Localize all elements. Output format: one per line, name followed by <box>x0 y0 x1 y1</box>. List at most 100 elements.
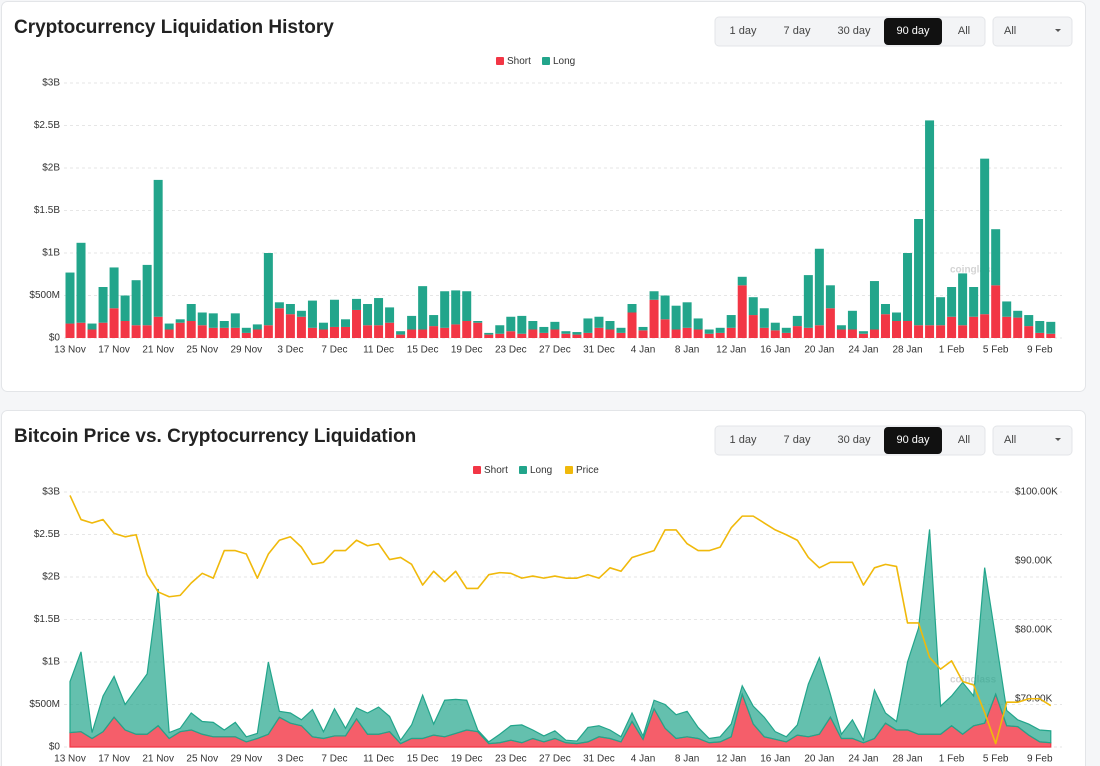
bar-segment <box>869 281 879 330</box>
range-button[interactable]: 30 day <box>837 434 871 446</box>
x-tick-label: 15 Dec <box>407 754 439 765</box>
y-tick-label: $500M <box>29 699 60 710</box>
bar-segment <box>892 312 901 321</box>
bar-segment <box>352 309 362 338</box>
watermark: coinglass <box>950 675 997 686</box>
x-tick-label: 24 Jan <box>848 345 878 356</box>
bar-segment <box>759 308 769 328</box>
bar-segment <box>1046 333 1056 338</box>
select-box[interactable] <box>992 16 1073 47</box>
x-tick-label: 31 Dec <box>583 345 615 356</box>
bar-segment <box>153 316 163 338</box>
bar-segment <box>561 331 571 334</box>
bar-segment <box>814 325 824 338</box>
y-tick-label: $0 <box>49 333 61 344</box>
bar-segment <box>903 253 913 321</box>
select-value[interactable]: All <box>1004 25 1016 37</box>
bar-segment <box>252 329 262 338</box>
bar-segment <box>263 253 273 326</box>
legend-label: Short <box>507 56 531 67</box>
bar-segment <box>76 322 86 338</box>
x-tick-label: 16 Jan <box>760 754 790 765</box>
bar-segment <box>660 295 670 320</box>
bar-segment <box>440 327 450 338</box>
bar-segment <box>914 219 924 326</box>
bar-segment <box>296 316 306 338</box>
x-tick-label: 1 Feb <box>939 754 965 765</box>
bar-segment <box>252 324 262 330</box>
bar-segment <box>1002 316 1012 338</box>
x-tick-label: 25 Nov <box>186 754 218 765</box>
bar-segment <box>947 287 957 317</box>
y-tick-label: $2B <box>42 163 60 174</box>
range-button[interactable]: 1 day <box>730 434 757 446</box>
x-tick-label: 3 Dec <box>277 345 303 356</box>
y-tick-label: $3B <box>42 487 60 498</box>
bar-segment <box>451 324 461 338</box>
range-button[interactable]: 7 day <box>784 434 811 446</box>
bar-segment <box>704 333 714 338</box>
bar-segment <box>517 333 527 338</box>
bar-segment <box>1024 326 1034 338</box>
bar-segment <box>572 334 582 338</box>
bar-segment <box>142 264 152 326</box>
bar-segment <box>528 329 538 338</box>
bar-segment <box>329 326 339 338</box>
range-button[interactable]: 90 day <box>896 25 930 37</box>
x-tick-label: 5 Feb <box>983 345 1009 356</box>
range-button-active[interactable] <box>884 18 942 45</box>
bar-segment <box>903 321 913 338</box>
y-tick-label: $1B <box>42 248 60 259</box>
range-button[interactable]: 30 day <box>837 25 871 37</box>
x-tick-label: 20 Jan <box>804 754 834 765</box>
bar-segment <box>318 329 328 338</box>
bar-segment <box>704 329 714 334</box>
bar-segment <box>737 276 747 286</box>
bar-segment <box>484 334 494 338</box>
bar-segment <box>969 316 979 338</box>
bar-segment <box>142 325 152 338</box>
select-value[interactable]: All <box>1004 434 1016 446</box>
bar-segment <box>274 302 284 309</box>
bar-segment <box>451 290 461 325</box>
legend-label: Short <box>484 465 508 476</box>
bar-segment <box>627 304 637 313</box>
bar-segment <box>858 331 868 334</box>
x-tick-label: 29 Nov <box>230 345 262 356</box>
y-tick-label: $3B <box>42 78 60 89</box>
bar-segment <box>671 329 681 338</box>
bar-segment <box>407 315 417 330</box>
x-tick-label: 1 Feb <box>939 345 965 356</box>
bar-segment <box>572 332 582 335</box>
watermark: coinglass <box>950 265 997 276</box>
range-button[interactable]: 90 day <box>896 434 930 446</box>
bar-segment <box>307 327 317 338</box>
x-tick-label: 4 Jan <box>631 754 655 765</box>
bar-segment <box>87 323 97 330</box>
bar-segment <box>936 297 946 326</box>
range-button-active[interactable] <box>884 427 942 454</box>
select-box[interactable] <box>992 425 1073 456</box>
bar-segment <box>374 325 384 338</box>
range-button[interactable]: 7 day <box>784 25 811 37</box>
bar-segment <box>219 327 229 338</box>
legend-label: Price <box>576 465 599 476</box>
bar-segment <box>164 323 174 330</box>
bar-segment <box>65 323 75 338</box>
bar-segment <box>1046 321 1056 334</box>
bar-segment <box>682 302 692 328</box>
y-tick-label: $2.5B <box>34 529 60 540</box>
bar-segment <box>892 321 901 338</box>
bar-segment <box>770 322 780 331</box>
range-button[interactable]: All <box>958 434 970 446</box>
bar-segment <box>65 272 75 324</box>
bar-segment <box>947 316 957 338</box>
range-button[interactable]: All <box>958 25 970 37</box>
bar-segment <box>539 332 549 338</box>
bar-segment <box>495 333 505 338</box>
range-button[interactable]: 1 day <box>730 25 757 37</box>
bar-segment <box>484 332 494 335</box>
bar-segment <box>836 329 846 338</box>
bar-segment <box>803 327 813 338</box>
